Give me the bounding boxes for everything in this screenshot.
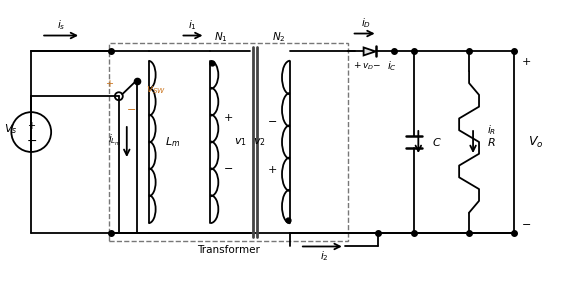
Text: $-$: $-$ [267, 115, 277, 125]
Text: $V_o$: $V_o$ [528, 134, 543, 149]
Text: $+$: $+$ [521, 56, 531, 67]
Text: $v_{SW}$: $v_{SW}$ [146, 84, 166, 96]
Text: $i_2$: $i_2$ [320, 250, 329, 263]
Text: $N_1$: $N_1$ [214, 31, 228, 44]
Text: $i_1$: $i_1$ [188, 19, 197, 33]
Text: $C$: $C$ [432, 136, 442, 148]
Text: $-$: $-$ [126, 103, 136, 113]
Text: $i_R$: $i_R$ [487, 123, 496, 137]
Text: $N_2$: $N_2$ [272, 31, 286, 44]
Text: $-$: $-$ [26, 133, 37, 146]
Text: $i_s$: $i_s$ [57, 19, 65, 33]
Text: $V_s$: $V_s$ [4, 122, 18, 136]
Text: $i_C$: $i_C$ [387, 60, 397, 73]
Bar [109, 44, 348, 241]
Text: $+\,v_D\!-$: $+\,v_D\!-$ [353, 61, 382, 72]
Text: $+$: $+$ [223, 112, 234, 123]
Text: $v_2$: $v_2$ [253, 136, 266, 148]
Text: $+$: $+$ [27, 120, 36, 131]
Polygon shape [363, 47, 375, 55]
Text: $v_1$: $v_1$ [234, 136, 247, 148]
Text: $-$: $-$ [223, 162, 234, 172]
Text: $i_D$: $i_D$ [361, 17, 371, 30]
Text: $+$: $+$ [105, 78, 115, 89]
Text: $+$: $+$ [267, 164, 277, 175]
Text: $R$: $R$ [487, 136, 496, 148]
Text: $i_{L_m}$: $i_{L_m}$ [108, 132, 122, 148]
Text: $-$: $-$ [521, 217, 531, 228]
Text: Transformer: Transformer [197, 246, 260, 255]
Text: $L_m$: $L_m$ [164, 135, 180, 149]
